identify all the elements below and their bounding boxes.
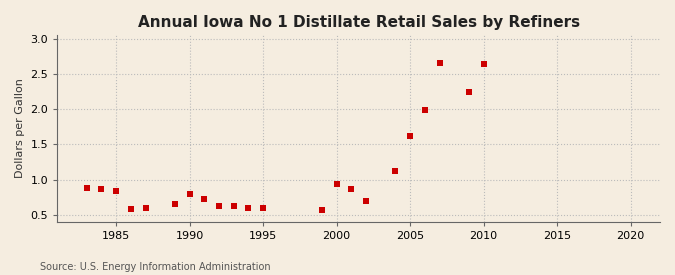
Point (360, 199, 371, 203)
Point (184, 191, 195, 196)
Point (405, 134, 416, 138)
Point (228, 204, 239, 208)
Point (96, 186, 107, 191)
Title: Annual Iowa No 1 Distillate Retail Sales by Refiners: Annual Iowa No 1 Distillate Retail Sales… (138, 15, 580, 30)
Point (346, 186, 356, 191)
Point (213, 204, 224, 208)
Point (199, 196, 210, 201)
Point (126, 207, 136, 211)
Point (419, 108, 430, 112)
Point (434, 60, 445, 65)
Point (243, 205, 254, 210)
Point (478, 62, 489, 66)
Point (317, 208, 327, 212)
Point (390, 169, 401, 173)
Point (258, 205, 269, 210)
Point (81, 186, 92, 190)
Point (111, 189, 122, 193)
Point (331, 182, 342, 187)
Text: Source: U.S. Energy Information Administration: Source: U.S. Energy Information Administ… (40, 262, 271, 272)
Point (464, 90, 475, 95)
Y-axis label: Dollars per Gallon: Dollars per Gallon (15, 79, 25, 178)
Point (140, 206, 151, 211)
Point (169, 202, 180, 206)
